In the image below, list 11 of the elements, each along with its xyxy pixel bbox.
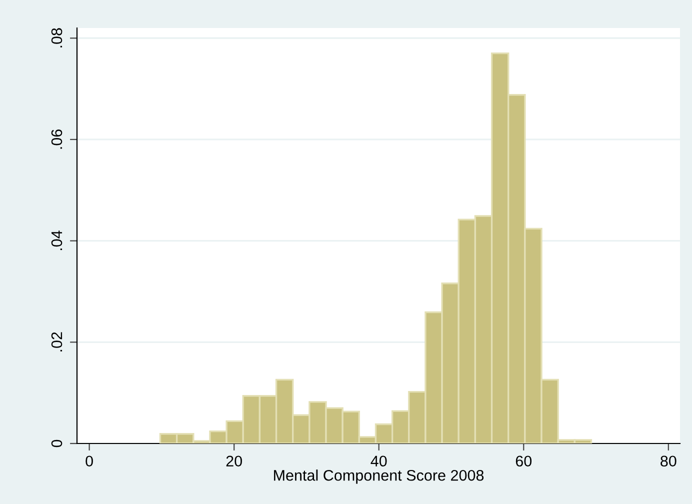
x-tick-label: 80 <box>660 456 676 467</box>
x-tick-label: 20 <box>226 456 242 467</box>
x-tick-label: 40 <box>370 456 387 467</box>
y-tick-label: .02 <box>51 332 62 352</box>
x-tick-label: 60 <box>516 456 532 467</box>
x-tick-label: 0 <box>86 456 93 467</box>
y-tick-label: .08 <box>51 28 62 48</box>
y-tick-label: .06 <box>51 130 62 149</box>
x-axis-title: Mental Component Score 2008 <box>274 470 484 484</box>
y-tick-label: 0 <box>51 440 62 448</box>
y-tick-label: .04 <box>51 230 62 250</box>
